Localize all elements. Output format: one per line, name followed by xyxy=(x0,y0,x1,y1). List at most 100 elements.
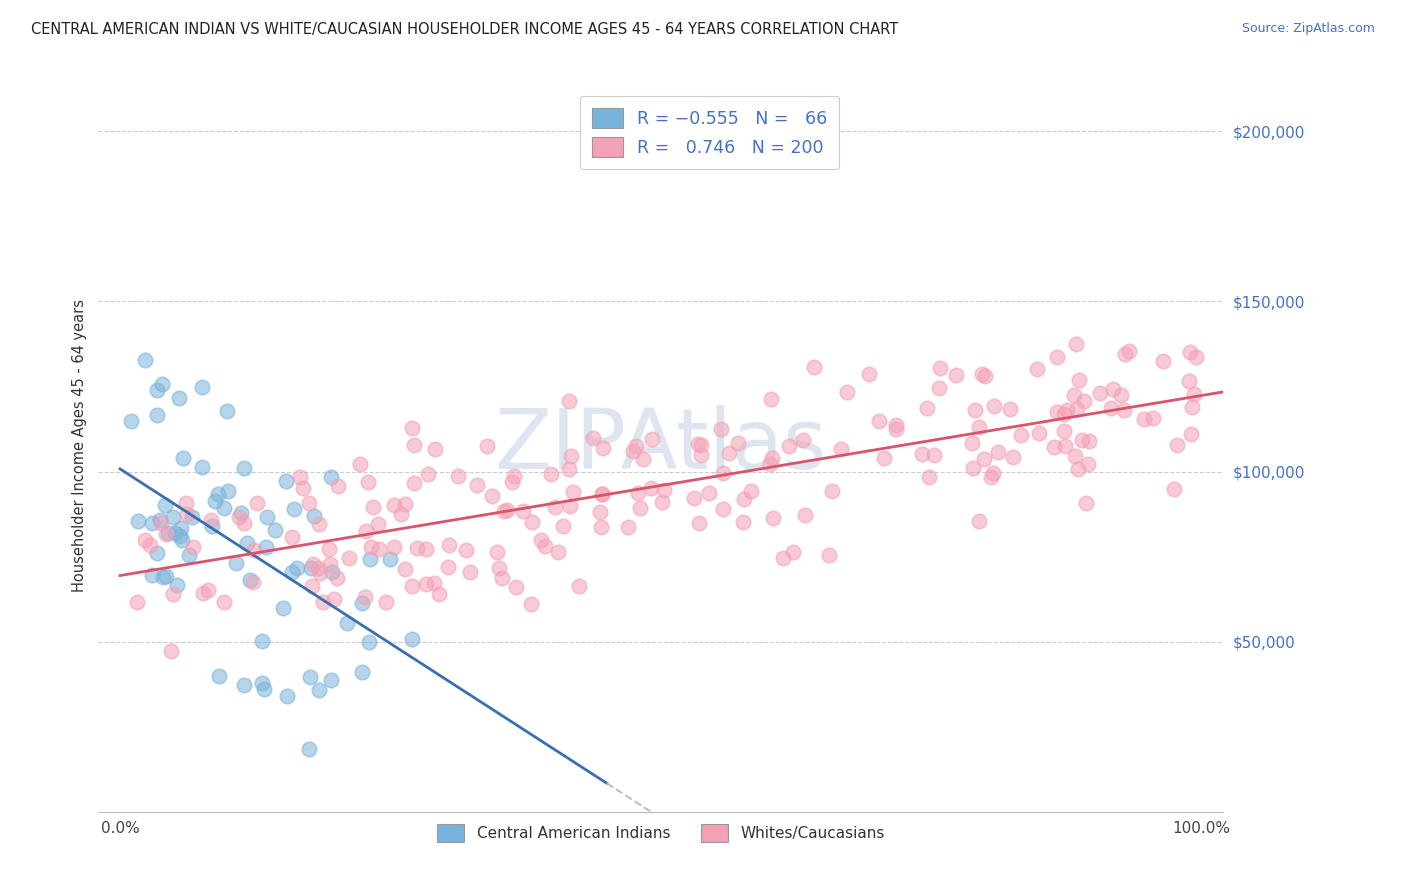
Point xyxy=(217,483,239,498)
Legend: Central American Indians, Whites/Caucasians: Central American Indians, Whites/Caucasi… xyxy=(430,818,891,848)
Point xyxy=(256,510,278,524)
Point xyxy=(1182,387,1205,401)
Point xyxy=(172,450,194,465)
Point xyxy=(928,381,950,395)
Point xyxy=(298,496,321,510)
Point xyxy=(156,525,179,540)
Point xyxy=(557,394,579,409)
Point xyxy=(1026,362,1049,376)
Point xyxy=(166,577,188,591)
Point xyxy=(1053,408,1076,422)
Point xyxy=(762,511,785,525)
Point xyxy=(336,615,359,630)
Point xyxy=(354,524,377,538)
Point xyxy=(1099,401,1122,415)
Point xyxy=(319,557,342,571)
Point xyxy=(127,514,149,528)
Point xyxy=(1073,393,1095,408)
Point xyxy=(319,470,342,484)
Point xyxy=(690,438,713,452)
Point xyxy=(886,418,908,433)
Point xyxy=(285,560,308,574)
Point xyxy=(491,572,513,586)
Point xyxy=(782,545,804,559)
Text: ZIPAtlas: ZIPAtlas xyxy=(495,406,827,486)
Point xyxy=(148,513,170,527)
Point xyxy=(380,552,402,566)
Point xyxy=(361,500,384,514)
Point xyxy=(651,495,673,509)
Point xyxy=(803,359,825,374)
Point xyxy=(772,551,794,566)
Point xyxy=(980,470,1002,484)
Point xyxy=(150,516,173,531)
Point xyxy=(582,431,605,445)
Point xyxy=(488,560,510,574)
Point xyxy=(1111,388,1133,402)
Point xyxy=(401,579,423,593)
Point xyxy=(817,548,839,562)
Point xyxy=(1076,496,1098,510)
Point xyxy=(384,498,406,512)
Point xyxy=(312,595,335,609)
Point xyxy=(242,575,264,590)
Point xyxy=(617,520,640,534)
Point xyxy=(325,571,347,585)
Point xyxy=(299,561,322,575)
Point xyxy=(1056,402,1078,417)
Point xyxy=(970,367,993,381)
Point xyxy=(319,673,342,687)
Point xyxy=(212,595,235,609)
Point xyxy=(170,521,193,535)
Point xyxy=(731,516,754,530)
Point xyxy=(356,475,378,489)
Point xyxy=(291,481,314,495)
Point xyxy=(562,484,585,499)
Point xyxy=(298,741,321,756)
Point xyxy=(560,500,582,514)
Point xyxy=(560,449,582,463)
Point xyxy=(761,450,783,465)
Point xyxy=(915,401,938,415)
Point xyxy=(512,504,534,518)
Point xyxy=(328,479,350,493)
Point xyxy=(683,491,706,505)
Point xyxy=(427,586,450,600)
Point xyxy=(568,578,591,592)
Point xyxy=(302,557,325,571)
Point xyxy=(505,580,527,594)
Point xyxy=(1052,424,1074,438)
Point xyxy=(1078,434,1101,448)
Point xyxy=(1042,440,1064,454)
Point xyxy=(544,500,567,515)
Point xyxy=(778,439,800,453)
Point xyxy=(191,379,214,393)
Text: Source: ZipAtlas.com: Source: ZipAtlas.com xyxy=(1241,22,1375,36)
Point xyxy=(697,485,720,500)
Point xyxy=(174,495,197,509)
Point xyxy=(253,681,276,696)
Point xyxy=(962,461,984,475)
Point xyxy=(309,566,332,580)
Point xyxy=(141,516,163,530)
Point xyxy=(1001,450,1024,464)
Point xyxy=(922,448,945,462)
Point xyxy=(485,545,508,559)
Point xyxy=(794,508,817,522)
Point xyxy=(155,527,177,541)
Point xyxy=(591,487,613,501)
Point xyxy=(236,536,259,550)
Point xyxy=(1180,427,1202,442)
Point xyxy=(711,467,734,481)
Point xyxy=(134,533,156,548)
Point xyxy=(246,496,269,510)
Point xyxy=(621,444,644,458)
Point xyxy=(146,408,169,422)
Point xyxy=(141,567,163,582)
Point xyxy=(201,519,224,533)
Point xyxy=(350,665,373,680)
Point xyxy=(1067,461,1090,475)
Point xyxy=(631,451,654,466)
Point xyxy=(1010,428,1032,442)
Point xyxy=(759,392,782,406)
